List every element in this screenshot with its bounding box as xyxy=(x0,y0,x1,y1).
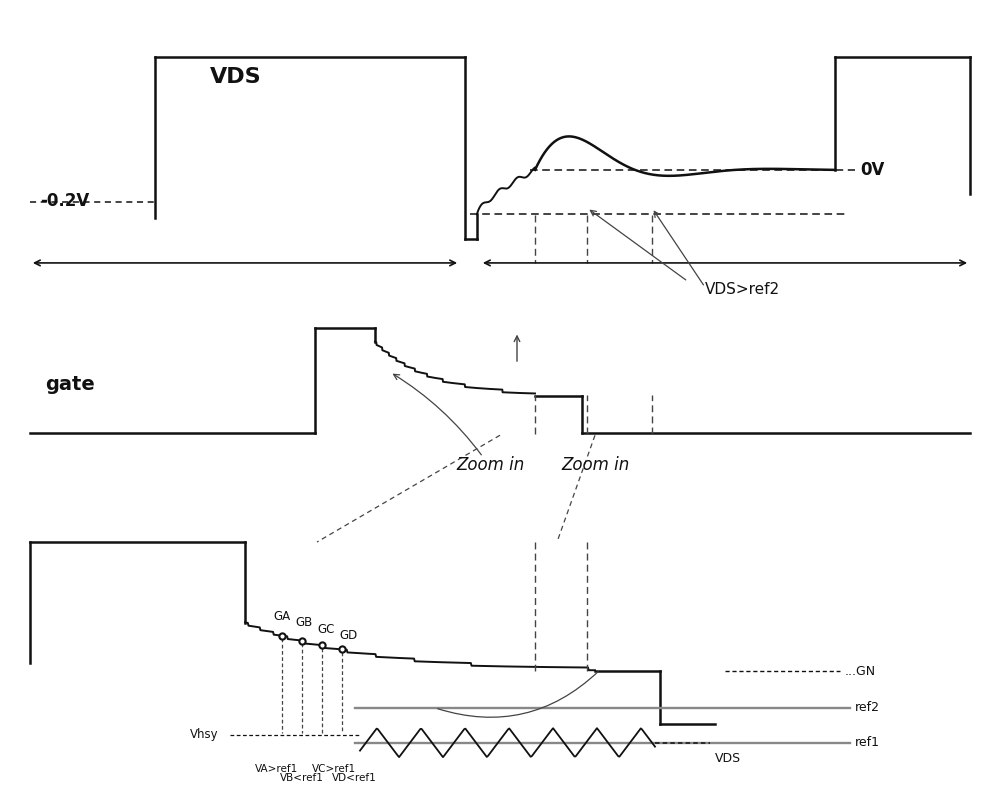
Text: Zoom in: Zoom in xyxy=(456,456,524,474)
Text: GB: GB xyxy=(295,616,313,629)
Text: Zoom in: Zoom in xyxy=(561,456,629,474)
Text: VC>ref1: VC>ref1 xyxy=(312,764,356,773)
Text: -0.2V: -0.2V xyxy=(40,193,89,210)
Text: ...GN: ...GN xyxy=(845,665,876,678)
Text: VDS: VDS xyxy=(210,67,262,87)
Text: ref1: ref1 xyxy=(855,736,880,749)
Text: VDS>ref2: VDS>ref2 xyxy=(705,282,780,297)
Text: GD: GD xyxy=(339,629,357,642)
Text: Vhsy: Vhsy xyxy=(190,728,219,741)
Text: VD<ref1: VD<ref1 xyxy=(332,773,376,783)
Text: VA>ref1: VA>ref1 xyxy=(255,764,299,773)
Text: VB<ref1: VB<ref1 xyxy=(280,773,324,783)
Text: GA: GA xyxy=(273,610,291,623)
Text: 0V: 0V xyxy=(860,161,884,179)
Text: VDS: VDS xyxy=(715,752,741,765)
Text: GC: GC xyxy=(317,623,335,636)
Text: gate: gate xyxy=(45,375,95,394)
Text: ref2: ref2 xyxy=(855,701,880,714)
